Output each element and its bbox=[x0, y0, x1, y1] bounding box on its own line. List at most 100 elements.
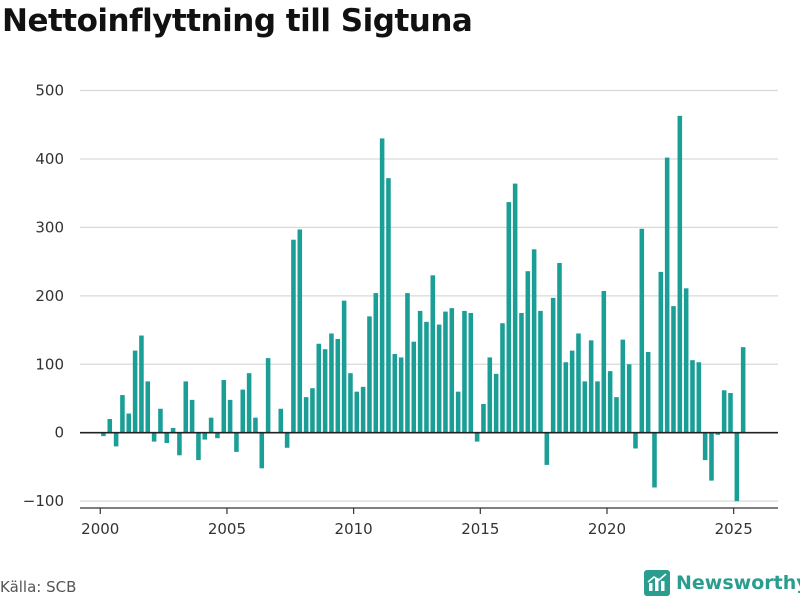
bar bbox=[329, 333, 334, 433]
bar bbox=[550, 297, 556, 433]
bar bbox=[392, 354, 398, 433]
x-tick-label: 2010 bbox=[335, 520, 373, 538]
bar bbox=[538, 310, 543, 433]
bar bbox=[297, 229, 303, 433]
bar bbox=[658, 271, 664, 433]
bar bbox=[405, 293, 410, 433]
bar bbox=[740, 347, 746, 433]
bar bbox=[158, 408, 163, 433]
bar bbox=[113, 432, 119, 447]
x-tick-label: 2000 bbox=[81, 520, 119, 538]
bar bbox=[246, 373, 252, 433]
chart-title: Nettoinflyttning till Sigtuna bbox=[2, 3, 473, 39]
bar bbox=[607, 371, 613, 433]
bar bbox=[132, 350, 138, 433]
bar bbox=[316, 343, 322, 433]
gridlines bbox=[80, 89, 778, 502]
bar bbox=[519, 312, 524, 433]
bar bbox=[474, 432, 480, 442]
bar bbox=[120, 395, 125, 433]
x-tick-label: 2005 bbox=[208, 520, 246, 538]
bar bbox=[468, 312, 474, 433]
bar bbox=[335, 338, 341, 433]
bar bbox=[721, 390, 727, 433]
bar bbox=[259, 432, 265, 469]
bar bbox=[379, 138, 385, 433]
bar bbox=[525, 271, 531, 433]
bar bbox=[164, 432, 170, 443]
bar bbox=[595, 381, 600, 433]
bar bbox=[253, 417, 258, 433]
bar bbox=[588, 340, 594, 433]
bar bbox=[424, 321, 429, 433]
brand-logo[interactable]: Newsworthy bbox=[644, 570, 800, 596]
y-tick-label: 200 bbox=[35, 287, 64, 305]
bar bbox=[531, 249, 537, 433]
bar bbox=[462, 310, 467, 433]
bar bbox=[107, 419, 113, 433]
bar bbox=[215, 432, 220, 439]
bar bbox=[702, 432, 708, 461]
axes: −100 0 100 200 300 400 500 2000 2005 2010 2015 2020… bbox=[23, 82, 778, 538]
bar bbox=[449, 308, 455, 433]
bar bbox=[715, 432, 721, 435]
bar bbox=[601, 291, 607, 433]
bar bbox=[671, 306, 676, 433]
bar bbox=[633, 432, 638, 449]
bar bbox=[360, 386, 366, 433]
bar bbox=[683, 288, 689, 433]
bar bbox=[348, 373, 353, 433]
bar bbox=[183, 381, 189, 433]
bar bbox=[487, 357, 493, 433]
bar bbox=[189, 399, 195, 433]
bar bbox=[652, 432, 657, 488]
bar bbox=[734, 432, 740, 502]
bar bbox=[291, 239, 296, 433]
bar bbox=[500, 323, 505, 433]
bar bbox=[709, 432, 714, 481]
bar bbox=[341, 300, 347, 433]
bar bbox=[506, 202, 512, 433]
bar bbox=[728, 393, 733, 433]
brand-name: Newsworthy bbox=[676, 572, 800, 594]
bar bbox=[626, 364, 632, 433]
bar bbox=[455, 391, 461, 433]
bar bbox=[202, 432, 208, 440]
bar bbox=[639, 228, 645, 433]
bar bbox=[481, 403, 486, 433]
bar bbox=[690, 360, 695, 433]
bar bbox=[677, 115, 683, 433]
bar bbox=[322, 349, 328, 433]
bar bbox=[645, 351, 651, 433]
bar bbox=[373, 293, 379, 433]
bar bbox=[544, 432, 550, 465]
bar bbox=[177, 432, 182, 456]
bar bbox=[196, 432, 201, 461]
bars bbox=[101, 115, 746, 502]
bar bbox=[303, 397, 309, 433]
bar bbox=[310, 388, 315, 433]
bar bbox=[278, 408, 284, 433]
x-tick-label: 2015 bbox=[461, 520, 499, 538]
bar bbox=[126, 413, 132, 433]
bar bbox=[493, 373, 499, 433]
y-tick-label: 400 bbox=[35, 150, 64, 168]
bar bbox=[151, 432, 157, 442]
source-note: Källa: SCB bbox=[0, 578, 77, 596]
y-tick-label: 500 bbox=[35, 82, 64, 100]
x-tick-label: 2025 bbox=[715, 520, 753, 538]
bar bbox=[234, 432, 239, 452]
bar bbox=[411, 341, 417, 433]
bar bbox=[417, 310, 423, 433]
bar bbox=[227, 399, 233, 433]
bar bbox=[582, 381, 588, 433]
bar bbox=[696, 362, 702, 433]
bar bbox=[436, 324, 442, 433]
bar bbox=[443, 311, 448, 433]
y-tick-label: 0 bbox=[54, 424, 64, 442]
y-tick-label: 100 bbox=[35, 355, 64, 373]
y-tick-label: −100 bbox=[23, 492, 64, 510]
bar bbox=[576, 333, 581, 433]
bar bbox=[101, 432, 106, 437]
bar bbox=[569, 350, 575, 433]
